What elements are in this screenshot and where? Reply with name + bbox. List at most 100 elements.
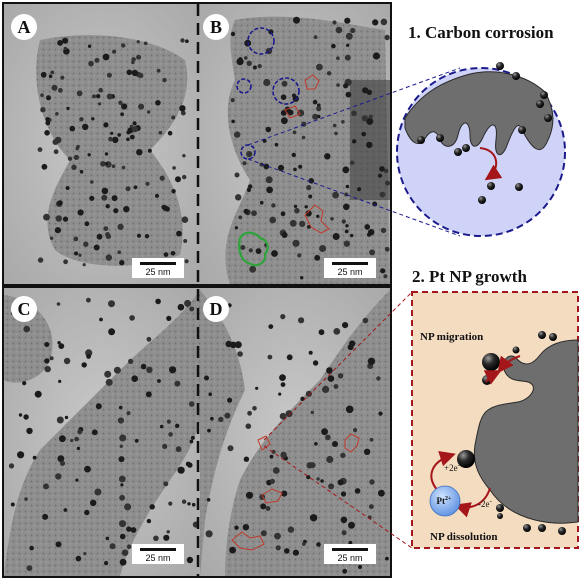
pt-nanoparticle [271,203,276,208]
pt-nanoparticle [234,131,241,138]
pt-nanoparticle [310,410,314,415]
pt-nanoparticle [294,207,300,214]
pt-nanoparticle [44,365,51,373]
pt-nanoparticle [138,103,145,110]
pt-nanoparticle [345,224,349,228]
pt-nanoparticle [340,491,347,497]
pt-nanoparticle [105,204,110,209]
pt-nanoparticle [94,57,100,63]
oxidation-text: -2e- [478,497,493,509]
pt-nanoparticle [121,549,129,556]
pt-nanoparticle [305,210,312,217]
pt-particle [462,144,470,152]
pt-nanoparticle [112,49,117,54]
pt-nanoparticle [348,521,355,529]
pt-nanoparticle [263,78,271,87]
pt-nanoparticle [90,180,94,184]
pt-particle [496,62,504,70]
pt-nanoparticle [58,88,63,93]
pt-nanoparticle [189,306,195,312]
pt-nanoparticle [348,540,353,545]
pt-nanoparticle [383,274,388,279]
pt-particle [538,524,546,532]
pt-particle [496,504,504,512]
pt-nanoparticle [126,69,133,76]
pt-nanoparticle [37,257,44,263]
np-dissolution-label: NP dissolution [430,531,498,543]
growth-outline-zoomed [257,435,271,451]
pt-nanoparticle [86,297,91,303]
pt-nanoparticle [42,513,49,520]
pt-nanoparticle [84,465,91,473]
pt-nanoparticle [126,137,130,142]
pt-nanoparticle [147,110,151,114]
pt-particle [497,513,503,519]
pt-nanoparticle [101,187,109,195]
pt-nanoparticle [95,403,102,410]
pt-nanoparticle [73,154,79,160]
scale-bar-a-label: 25 nm [145,267,170,277]
pt-nanoparticle [18,413,23,417]
pt-nanoparticle [345,91,352,98]
pt-nanoparticle [117,250,121,254]
pt-nanoparticle [368,114,373,120]
pt-nanoparticle [91,429,98,436]
pt-nanoparticle [279,374,286,381]
pt-nanoparticle [293,16,300,24]
pt-nanoparticle [26,565,33,571]
pt-nanoparticle [34,390,42,398]
pt-nanoparticle [352,139,357,144]
pt-nanoparticle [328,483,335,490]
pt-nanoparticle [342,166,350,174]
pt-nanoparticle [274,532,281,540]
growth-outline [344,433,360,453]
pt-nanoparticle [257,64,262,69]
pt-nanoparticle [188,401,195,407]
panel-label-d-text: D [210,299,223,319]
agglomerate-outline [238,231,269,267]
pt-nanoparticle [280,382,286,387]
pt-nanoparticle [207,428,211,433]
pt-nanoparticle [269,454,274,459]
pt-nanoparticle [81,362,87,368]
pt-nanoparticle [335,26,343,34]
pt-ion-label: Pt2+ [437,496,453,506]
pt-nanoparticle [127,127,134,134]
pt-nanoparticle [59,460,66,466]
pt-nanoparticle [79,117,84,122]
pt-nanoparticle [378,489,385,497]
pt-nanoparticle [56,302,61,306]
pt-particle [523,524,531,532]
pt-nanoparticle [17,451,25,459]
pt-nanoparticle [125,186,131,192]
pt-nanoparticle [83,552,87,556]
pt-nanoparticle [249,265,257,273]
pt-nanoparticle [50,70,55,75]
pt-nanoparticle [255,386,259,390]
pt-nanoparticle [234,525,239,530]
panel-label-d: D [203,296,229,322]
pt-nanoparticle [26,427,33,435]
pt-nanoparticle [268,324,274,329]
pt-nanoparticle [369,504,374,509]
pt-nanoparticle [340,516,348,524]
pt-nanoparticle [271,449,276,454]
pt-nanoparticle [260,530,267,537]
pt-nanoparticle [128,358,134,364]
pt-nanoparticle [341,530,347,536]
pt-nanoparticle [325,434,331,441]
pt-nanoparticle [53,149,59,155]
pt-nanoparticle [224,412,231,419]
pt-nanoparticle [364,224,371,230]
pt-nanoparticle [63,46,67,51]
pt-nanoparticle [106,93,113,100]
pt-nanoparticle [119,558,127,566]
pt-nanoparticle [59,435,66,443]
pt-nanoparticle [281,490,288,497]
pt-nanoparticle [121,165,126,170]
pt-nanoparticle [376,376,381,381]
pt-nanoparticle [117,133,121,137]
pt-nanoparticle [163,252,169,257]
pt-nanoparticle [337,479,344,486]
pt-nanoparticle [369,249,376,256]
